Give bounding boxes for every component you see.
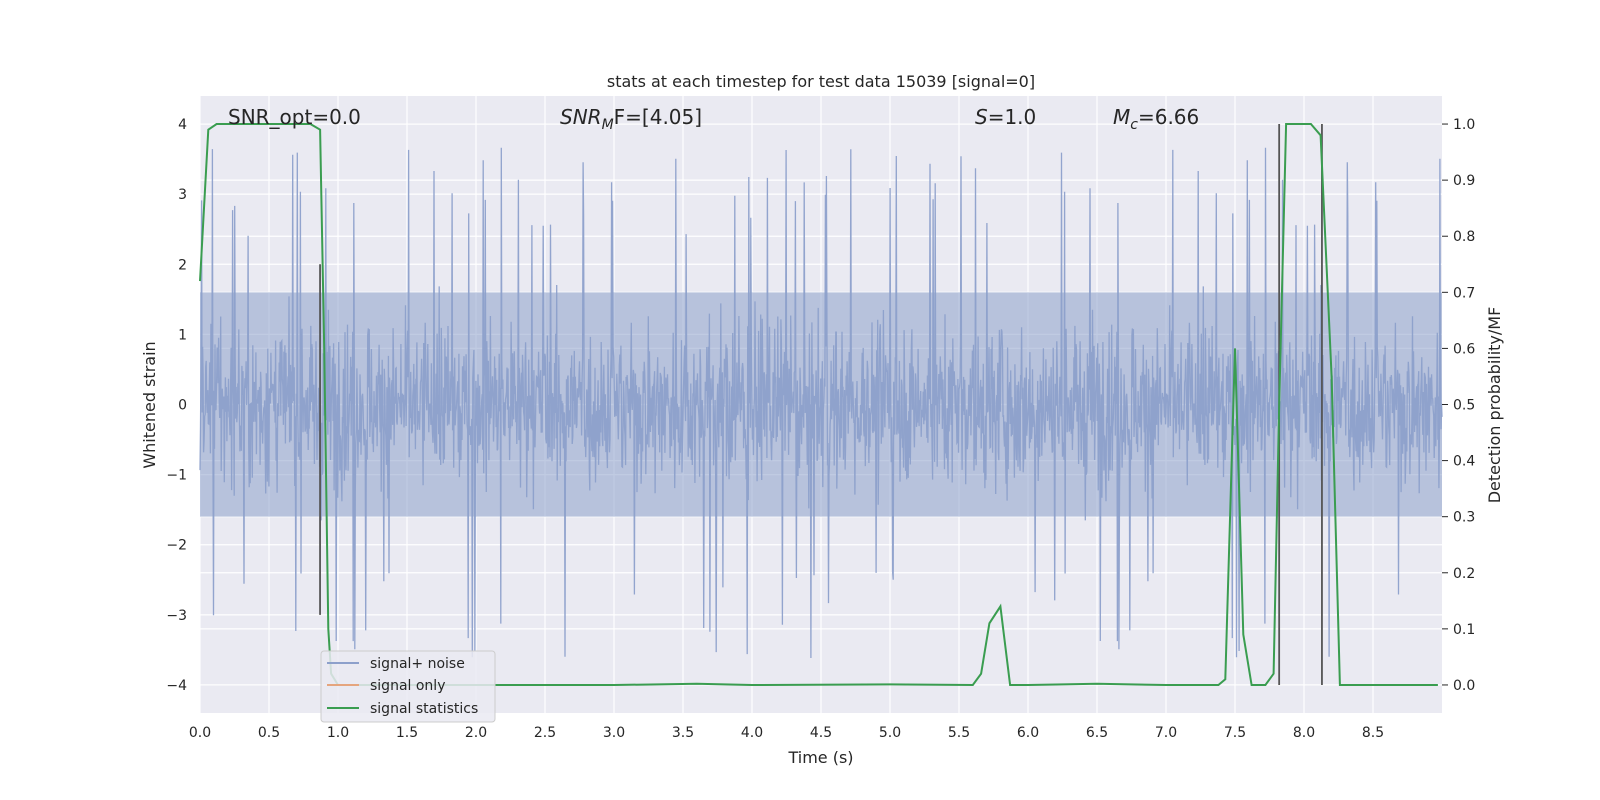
x-tick-label: 2.0 — [465, 725, 487, 741]
annotation-s-main: S — [975, 105, 988, 129]
right-y-tick-label: 0.9 — [1453, 173, 1475, 189]
left-y-tick-label: −4 — [166, 678, 187, 694]
signal-statistics-series — [199, 123, 1438, 687]
right-y-tick-label: 0.3 — [1453, 510, 1475, 526]
annotation-mc-main: M — [1113, 105, 1130, 129]
left-y-tick-label: 3 — [178, 187, 187, 203]
x-tick-label: 3.0 — [603, 725, 625, 741]
x-tick-label: 7.5 — [1224, 725, 1246, 741]
right-y-tick-label: 1.0 — [1453, 117, 1475, 133]
right-y-tick-label: 0.6 — [1453, 341, 1475, 357]
signal-noise-series — [199, 147, 1443, 659]
chart-title: stats at each timestep for test data 150… — [607, 72, 1035, 91]
legend-label-signal-statistics: signal statistics — [370, 701, 478, 717]
legend-label-signal-only: signal only — [370, 678, 445, 694]
x-tick-label: 6.0 — [1017, 725, 1039, 741]
annotation-snr-mf-sub: M — [602, 117, 614, 133]
legend-box — [320, 650, 496, 723]
signal-noise-band — [200, 292, 1442, 517]
left-y-tick-label: −3 — [166, 608, 187, 624]
x-axis-label: Time (s) — [787, 748, 853, 767]
annotation-snr-mf-main: SNR — [560, 105, 602, 129]
annotation-mc: Mc=6.66 — [1113, 105, 1199, 133]
right-y-tick-label: 0.4 — [1453, 454, 1475, 470]
annotation-snr-mf-tail: F=[4.05] — [614, 105, 702, 129]
x-tick-label: 5.5 — [948, 725, 970, 741]
left-y-tick-label: 2 — [178, 257, 187, 273]
left-y-tick-label: −1 — [166, 468, 187, 484]
x-tick-label: 0.5 — [258, 725, 280, 741]
left-y-tick-label: 4 — [178, 117, 187, 133]
annotation-mc-tail: =6.66 — [1138, 105, 1199, 129]
x-tick-label: 1.0 — [327, 725, 349, 741]
right-y-axis-label: Detection probability/MF — [1485, 307, 1504, 504]
right-y-tick-label: 0.8 — [1453, 229, 1475, 245]
annotation-s-tail: =1.0 — [988, 105, 1037, 129]
x-tick-label: 6.5 — [1086, 725, 1108, 741]
signal-statistics-line — [199, 123, 1438, 687]
annotation-s: S=1.0 — [975, 105, 1036, 129]
x-tick-label: 3.5 — [672, 725, 694, 741]
x-tick-label: 5.0 — [879, 725, 901, 741]
left-y-tick-label: 1 — [178, 327, 187, 343]
left-y-tick-label: −2 — [166, 538, 187, 554]
right-y-tick-label: 0.2 — [1453, 566, 1475, 582]
annotation-mc-sub: c — [1130, 117, 1138, 133]
x-tick-label: 1.5 — [396, 725, 418, 741]
annotation-snr-mf: SNRMF=[4.05] — [560, 105, 702, 133]
x-tick-label: 0.0 — [189, 725, 211, 741]
x-tick-label: 8.5 — [1362, 725, 1384, 741]
x-tick-label: 8.0 — [1293, 725, 1315, 741]
right-y-tick-label: 0.0 — [1453, 678, 1475, 694]
x-ticks: 0.0 0.5 1.0 1.5 2.0 2.5 3.0 3.5 4.0 4.5 5.0 5.5 6.0 6… — [189, 725, 1384, 741]
x-tick-label: 4.0 — [741, 725, 763, 741]
right-y-tick-label: 0.1 — [1453, 622, 1475, 638]
right-y-tick-label: 0.5 — [1453, 398, 1475, 414]
left-y-tick-label: 0 — [178, 398, 187, 414]
x-tick-label: 4.5 — [810, 725, 832, 741]
x-tick-label: 2.5 — [534, 725, 556, 741]
annotation-snr-opt: SNR_opt=0.0 — [228, 105, 361, 129]
legend: signal+ noise signal only signal statist… — [320, 650, 496, 723]
legend-label-signal-noise: signal+ noise — [370, 656, 465, 672]
left-y-axis-label: Whitened strain — [140, 341, 159, 468]
right-y-ticks: 1.0 0.9 0.8 0.7 0.6 0.5 0.4 0.3 0.2 0.1 0.0 — [1442, 117, 1475, 694]
x-tick-label: 7.0 — [1155, 725, 1177, 741]
left-y-ticks: 4 3 2 1 0 −1 −2 −3 −4 — [166, 117, 187, 694]
right-y-tick-label: 0.7 — [1453, 285, 1475, 301]
